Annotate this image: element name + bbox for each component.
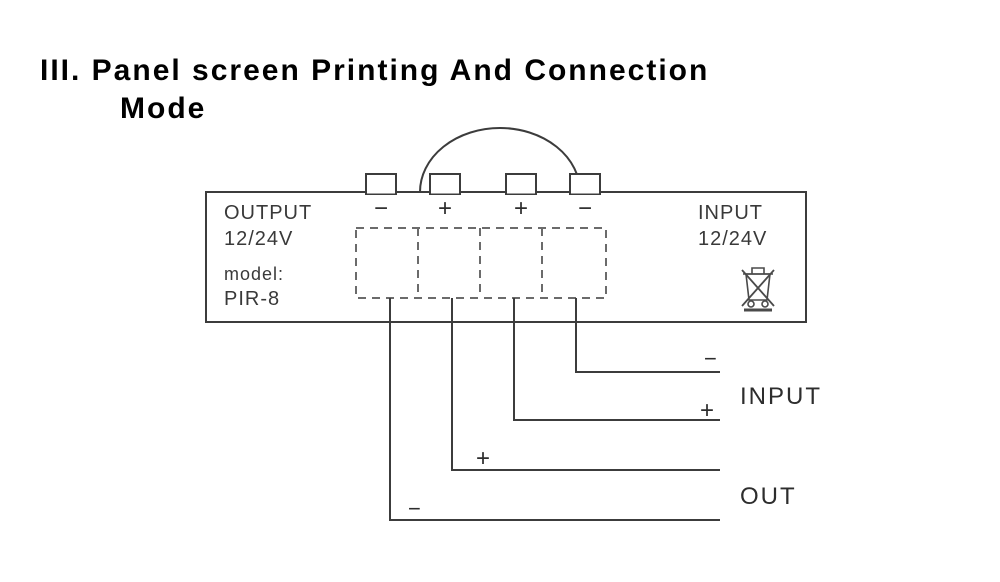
polarity-symbol-1: + <box>438 195 452 222</box>
wire-label-2: + <box>700 397 716 424</box>
polarity-symbol-3: − <box>578 195 592 222</box>
output-label: OUTPUT <box>224 202 312 225</box>
model-value: PIR-8 <box>224 288 280 311</box>
wire-label-1: INPUT <box>740 383 822 410</box>
wire-label-0: − <box>704 346 719 371</box>
polarity-symbol-0: − <box>374 195 388 222</box>
wire-out-plus <box>452 298 720 470</box>
model-label: model: <box>224 264 284 285</box>
wire-label-5: − <box>408 496 423 521</box>
connection-diagram: −++−−INPUT++OUT− <box>0 0 1000 582</box>
polarity-symbol-2: + <box>514 195 528 222</box>
output-voltage: 12/24V <box>224 228 293 251</box>
input-label: INPUT <box>698 202 763 225</box>
wire-label-4: OUT <box>740 483 797 510</box>
wire-label-3: + <box>476 445 492 472</box>
input-voltage: 12/24V <box>698 228 767 251</box>
wire-out-minus <box>390 298 720 520</box>
